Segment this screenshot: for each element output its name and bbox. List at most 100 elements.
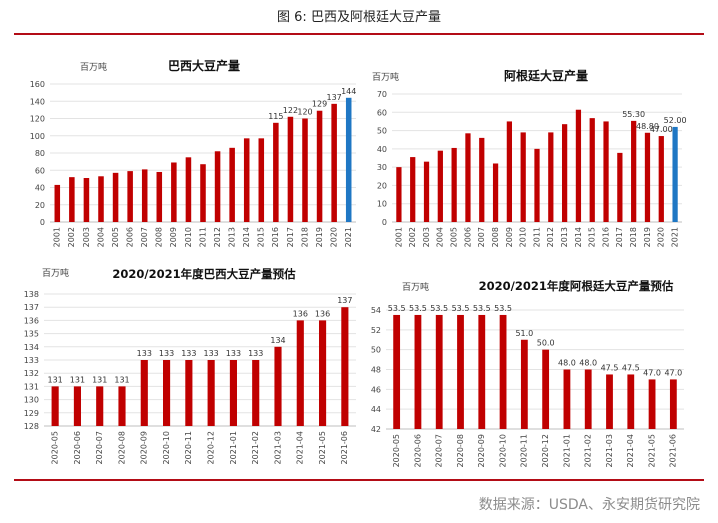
data-label: 136 <box>293 309 308 318</box>
chart-title: 巴西大豆产量 <box>168 58 240 73</box>
bar <box>112 172 119 222</box>
bar <box>499 314 507 429</box>
bar <box>296 320 304 426</box>
y-tick-label: 10 <box>377 200 387 209</box>
x-tick-label: 2005 <box>111 227 120 247</box>
bar <box>492 163 499 222</box>
bar <box>561 124 568 222</box>
x-tick-label: 2021-01 <box>562 434 571 467</box>
x-tick-label: 2021-05 <box>647 434 656 467</box>
bar <box>331 103 337 222</box>
data-label: 47.5 <box>601 363 619 372</box>
y-tick-label: 133 <box>24 356 39 365</box>
chart-title: 2020/2021年度巴西大豆产量预估 <box>112 267 296 281</box>
source-note: 数据来源：USDA、永安期货研究院 <box>478 497 700 513</box>
bar <box>141 169 148 222</box>
bar <box>457 314 464 429</box>
x-tick-label: 2020-05 <box>392 434 401 467</box>
x-tick-label: 2010 <box>519 227 528 247</box>
data-label: 115 <box>268 112 283 121</box>
bar <box>156 171 163 222</box>
bar <box>644 132 651 222</box>
x-tick-label: 2020-11 <box>520 434 529 467</box>
x-tick-label: 2002 <box>408 227 417 247</box>
x-tick-label: 2020-10 <box>162 431 171 464</box>
x-tick-label: 2021-02 <box>251 431 260 464</box>
y-tick-label: 131 <box>24 382 39 391</box>
bar <box>127 171 133 222</box>
bar <box>631 120 637 222</box>
x-tick-label: 2011 <box>532 227 541 247</box>
x-tick-label: 2021-06 <box>669 434 678 467</box>
y-tick-label: 136 <box>24 316 39 325</box>
x-tick-label: 2003 <box>82 227 91 247</box>
bar <box>51 386 59 426</box>
y-tick-label: 60 <box>35 166 45 175</box>
bar <box>229 147 235 222</box>
bar <box>584 369 592 429</box>
data-label: 137 <box>327 93 342 102</box>
chart-title: 阿根廷大豆产量 <box>504 68 588 83</box>
data-label: 131 <box>114 375 129 384</box>
bar <box>118 386 126 426</box>
x-tick-label: 2017 <box>615 227 624 247</box>
x-tick-label: 2019 <box>315 227 324 247</box>
x-tick-label: 2005 <box>450 227 459 247</box>
x-tick-label: 2001 <box>53 227 62 247</box>
x-tick-label: 2004 <box>436 227 445 247</box>
data-label: 50.0 <box>537 339 555 348</box>
x-tick-label: 2020-06 <box>73 431 82 464</box>
x-tick-label: 2012 <box>546 227 555 247</box>
data-label: 52.00 <box>664 116 687 125</box>
y-tick-label: 120 <box>30 115 45 124</box>
bar <box>273 122 279 222</box>
unit-label: 百万吨 <box>372 71 399 83</box>
unit-label: 百万吨 <box>80 61 107 73</box>
x-tick-label: 2020 <box>657 227 666 247</box>
x-tick-label: 2003 <box>422 227 431 247</box>
y-tick-label: 50 <box>371 346 381 355</box>
x-tick-label: 2012 <box>213 227 222 247</box>
y-tick-label: 0 <box>40 218 45 227</box>
y-tick-label: 134 <box>24 343 39 352</box>
bar <box>648 379 656 429</box>
bar <box>542 349 550 429</box>
x-tick-label: 2002 <box>67 227 76 247</box>
y-tick-label: 46 <box>371 385 381 394</box>
bar <box>287 116 294 222</box>
x-tick-label: 2021-06 <box>340 431 349 464</box>
x-tick-label: 2021-03 <box>605 434 614 467</box>
x-tick-label: 2021 <box>670 227 679 247</box>
data-label: 144 <box>341 87 356 96</box>
bar <box>617 152 623 222</box>
y-tick-label: 100 <box>30 132 45 141</box>
chart-title: 2020/2021年度阿根廷大豆产量预估 <box>479 279 674 293</box>
x-tick-label: 2014 <box>574 227 583 247</box>
y-tick-label: 128 <box>24 422 39 431</box>
x-tick-label: 2020-07 <box>435 434 444 467</box>
x-tick-label: 2013 <box>228 227 237 247</box>
y-tick-label: 50 <box>377 127 387 136</box>
figure-title: 图 6: 巴西及阿根廷大豆产量 <box>277 10 441 25</box>
bar <box>589 118 595 222</box>
bar <box>185 360 193 426</box>
x-tick-label: 2015 <box>588 227 597 247</box>
x-tick-label: 2013 <box>560 227 569 247</box>
data-label: 129 <box>312 100 327 109</box>
y-tick-label: 160 <box>30 80 45 89</box>
y-tick-label: 60 <box>377 108 387 117</box>
x-tick-label: 2021-03 <box>273 431 282 464</box>
x-tick-label: 2020-09 <box>140 431 149 464</box>
x-tick-label: 2020-07 <box>95 431 104 464</box>
bar <box>437 150 443 222</box>
x-tick-label: 2020-11 <box>184 431 193 464</box>
data-label: 47.5 <box>622 363 640 372</box>
data-label: 53.5 <box>430 304 448 313</box>
bar <box>274 346 282 426</box>
x-tick-label: 2020 <box>330 227 339 247</box>
data-label: 51.0 <box>515 329 533 338</box>
data-label: 48.0 <box>558 359 576 368</box>
data-label: 131 <box>92 375 107 384</box>
data-label: 53.5 <box>452 304 470 313</box>
y-tick-label: 70 <box>377 90 387 99</box>
